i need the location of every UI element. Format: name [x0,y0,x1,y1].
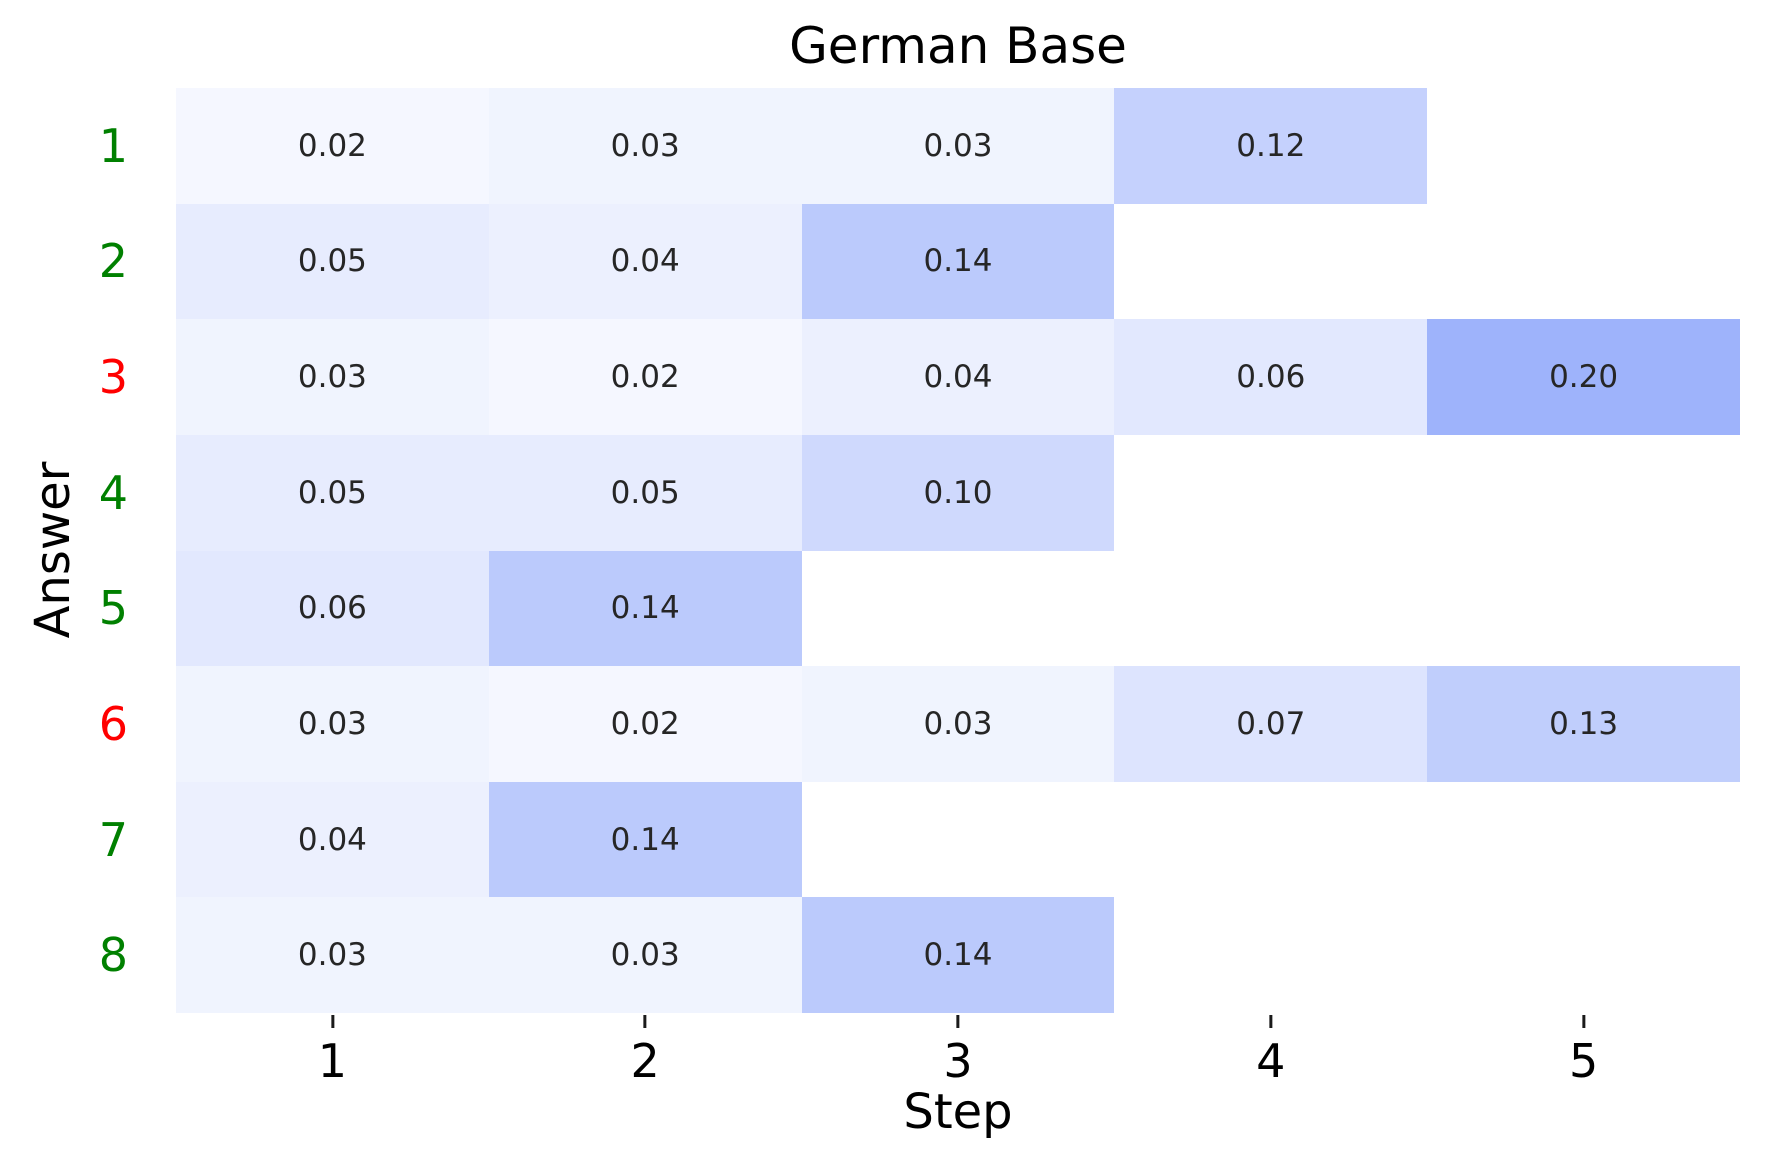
heatmap-cell-r6-c3: 0.03 [801,666,1115,782]
heatmap-cell-r1-c1: 0.02 [176,88,489,204]
heatmap-cell-r8-c5 [1427,897,1740,1013]
x-tick-label: 1 [317,1034,348,1088]
y-tick-label-4: 4 [98,465,128,520]
x-tick-4: 4 [1256,1013,1285,1084]
y-tick-label-6: 6 [98,696,128,751]
x-axis-label: Step [903,1084,1013,1140]
x-tick-5: 5 [1569,1013,1598,1084]
heatmap-cell-r2-c1: 0.05 [176,203,489,320]
heatmap-cell-r2-c2: 0.04 [488,203,802,320]
heatmap-cell-r3-c3: 0.04 [801,319,1115,435]
x-tick-label: 5 [1568,1034,1599,1088]
chart-title: German Base [789,17,1127,75]
heatmap-grid: 0.02 0.03 0.03 0.12 0.05 0.04 0.14 0.03 0.02 0.04… [176,88,1740,1013]
heatmap-cell-r3-c5: 0.20 [1427,319,1740,435]
heatmap-cell-r7-c4 [1114,781,1428,898]
x-tick-label: 4 [1256,1034,1286,1088]
heatmap-cell-r4-c1: 0.05 [176,434,489,551]
y-tick-label-1: 1 [98,118,128,173]
heatmap-cell-r6-c5: 0.13 [1427,666,1740,782]
heatmap-cell-r5-c3 [801,550,1115,667]
heatmap-cell-r6-c4: 0.07 [1114,666,1428,782]
heatmap-cell-r5-c2: 0.14 [488,550,802,667]
heatmap-cell-r7-c2: 0.14 [488,781,802,898]
x-tick-3: 3 [943,1013,973,1088]
x-tick-mark [643,1015,647,1028]
x-tick-1: 1 [318,1013,347,1084]
heatmap-cell-r3-c4: 0.06 [1114,319,1428,435]
heatmap-cell-r2-c3: 0.14 [801,203,1115,320]
heatmap-cell-r3-c2: 0.02 [488,319,802,435]
heatmap-cell-r8-c3: 0.14 [801,897,1115,1013]
heatmap-cell-r1-c4: 0.12 [1114,88,1428,204]
heatmap-cell-r8-c4 [1114,897,1428,1013]
heatmap-cell-r5-c4 [1114,550,1428,667]
y-tick-labels: 1 2 3 4 5 6 7 8 [0,88,128,1013]
heatmap-cell-r7-c1: 0.04 [176,781,489,898]
x-tick-mark [1582,1015,1586,1028]
heatmap-cell-r6-c2: 0.02 [488,666,802,782]
heatmap-cell-r1-c5 [1427,88,1740,204]
heatmap-cell-r5-c1: 0.06 [176,550,489,667]
heatmap-cell-r6-c1: 0.03 [176,666,489,782]
heatmap-cell-r1-c2: 0.03 [488,88,802,204]
heatmap-cell-r4-c2: 0.05 [488,434,802,551]
x-tick-mark [1269,1015,1273,1028]
heatmap-cell-r2-c5 [1427,203,1740,320]
heatmap-cell-r7-c3 [801,781,1115,898]
heatmap-cell-r7-c5 [1427,781,1740,898]
y-tick-label-7: 7 [98,812,128,867]
y-tick-label-8: 8 [98,928,128,983]
heatmap-cell-r8-c2: 0.03 [488,897,802,1013]
y-tick-label-5: 5 [98,581,128,636]
x-tick-label: 2 [630,1034,660,1088]
x-axis-ticks: 1 2 3 4 5 [176,1013,1740,1088]
heatmap-cell-r5-c5 [1427,550,1740,667]
x-tick-mark [330,1015,334,1028]
heatmap-cell-r4-c4 [1114,434,1428,551]
heatmap-cell-r4-c5 [1427,434,1740,551]
heatmap-cell-r4-c3: 0.10 [801,434,1115,551]
heatmap-cell-r3-c1: 0.03 [176,319,489,435]
heatmap-cell-r8-c1: 0.03 [176,897,489,1013]
heatmap-cell-r2-c4 [1114,203,1428,320]
y-tick-label-3: 3 [98,350,128,405]
y-tick-label-2: 2 [98,234,128,289]
x-tick-2: 2 [631,1013,660,1084]
heatmap-cell-r1-c3: 0.03 [801,88,1115,204]
x-tick-mark [956,1015,960,1028]
x-tick-label: 3 [943,1034,973,1088]
